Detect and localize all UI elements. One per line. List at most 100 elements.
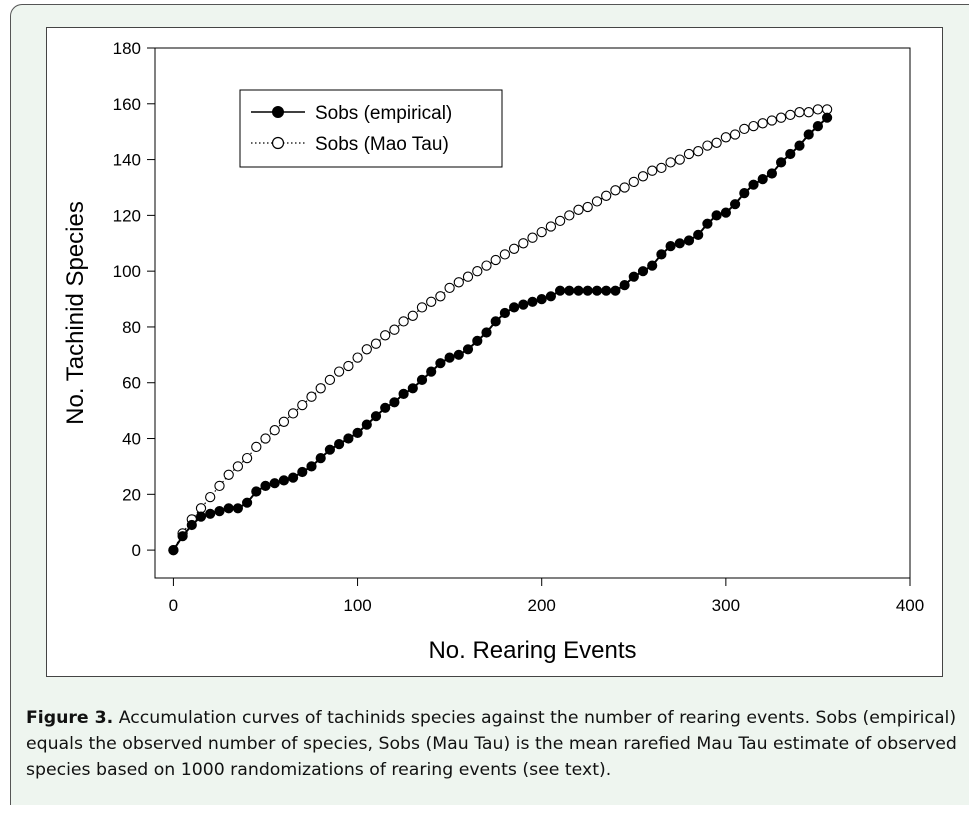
- data-point-empirical: [324, 444, 335, 455]
- figure-box: 0 100 200 300 400 0 20 40 60 80 100 120 140 160 180 N…: [46, 27, 943, 677]
- data-point-empirical: [334, 439, 345, 450]
- data-point-empirical: [527, 296, 538, 307]
- data-point-mao-tau: [407, 310, 418, 321]
- legend-box: [239, 89, 503, 168]
- data-point-empirical: [509, 302, 520, 313]
- data-point-empirical: [785, 148, 796, 160]
- data-point-empirical: [637, 266, 649, 277]
- data-point-mao-tau: [757, 118, 768, 129]
- data-point-mao-tau: [775, 112, 787, 123]
- data-point-empirical: [739, 188, 750, 199]
- legend-label-mao-tau: Sobs (Mao Tau): [315, 134, 449, 155]
- data-point-mao-tau: [260, 433, 271, 444]
- data-point-mao-tau: [416, 302, 428, 313]
- data-point-mao-tau: [591, 196, 603, 207]
- figure-caption: Figure 3. Accumulation curves of tachini…: [26, 705, 961, 783]
- y-tick-label: 20: [122, 485, 141, 504]
- data-point-mao-tau: [251, 441, 262, 453]
- data-point-mao-tau: [499, 249, 511, 260]
- data-point-empirical: [573, 285, 584, 296]
- data-point-empirical: [177, 531, 188, 542]
- data-point-empirical: [554, 285, 566, 296]
- x-tick-label: 0: [169, 596, 178, 615]
- legend-item-mao-tau: Sobs (Mao Tau): [251, 134, 449, 155]
- data-point-empirical: [352, 427, 363, 438]
- data-point-mao-tau: [508, 243, 520, 254]
- data-point-empirical: [278, 475, 289, 486]
- data-point-mao-tau: [729, 129, 741, 140]
- data-point-mao-tau: [564, 210, 575, 221]
- data-point-mao-tau: [656, 162, 667, 174]
- data-point-mao-tau: [748, 120, 759, 132]
- data-point-mao-tau: [665, 157, 676, 168]
- x-tick-label: 200: [528, 596, 556, 615]
- data-point-mao-tau: [205, 491, 216, 503]
- data-point-empirical: [242, 497, 253, 508]
- data-point-empirical: [812, 121, 824, 132]
- data-point-empirical: [490, 316, 501, 327]
- x-axis: 0 100 200 300 400: [169, 578, 924, 615]
- data-point-mao-tau: [628, 176, 639, 188]
- data-point-mao-tau: [554, 215, 566, 227]
- data-point-mao-tau: [361, 344, 372, 355]
- data-point-empirical: [628, 271, 639, 282]
- data-point-mao-tau: [573, 204, 584, 215]
- data-point-mao-tau: [462, 271, 474, 282]
- data-point-empirical: [518, 299, 529, 310]
- data-point-mao-tau: [794, 107, 805, 118]
- data-point-empirical: [582, 285, 593, 296]
- y-tick-label: 0: [132, 541, 141, 560]
- data-point-empirical: [426, 366, 437, 377]
- x-tick-label: 400: [896, 596, 924, 615]
- data-point-empirical: [803, 129, 814, 140]
- data-point-empirical: [168, 545, 179, 556]
- data-point-mao-tau: [545, 221, 557, 232]
- data-point-mao-tau: [444, 282, 455, 294]
- data-point-empirical: [794, 140, 805, 151]
- data-point-mao-tau: [380, 330, 391, 341]
- data-point-empirical: [545, 291, 556, 302]
- data-point-empirical: [195, 511, 207, 522]
- data-point-empirical: [591, 285, 603, 296]
- data-point-empirical: [416, 374, 428, 385]
- series-mao-tau: [168, 104, 833, 556]
- data-point-mao-tau: [720, 132, 732, 143]
- data-point-mao-tau: [527, 232, 538, 243]
- data-point-empirical: [647, 260, 658, 271]
- data-point-empirical: [205, 508, 216, 519]
- data-point-empirical: [297, 466, 308, 478]
- figure-caption-label: Figure 3.: [26, 708, 114, 728]
- data-point-empirical: [757, 174, 768, 185]
- y-tick-label: 120: [113, 206, 141, 225]
- data-point-mao-tau: [683, 148, 695, 160]
- x-tick-label: 100: [343, 596, 371, 615]
- data-point-empirical: [444, 352, 455, 363]
- data-point-mao-tau: [223, 469, 234, 480]
- data-point-mao-tau: [324, 374, 336, 386]
- data-point-empirical: [693, 229, 704, 240]
- legend-item-empirical: Sobs (empirical): [251, 103, 452, 124]
- data-point-empirical: [702, 218, 713, 229]
- data-point-empirical: [407, 383, 418, 394]
- data-point-mao-tau: [601, 190, 612, 201]
- y-axis-label: No. Tachinid Species: [62, 201, 89, 425]
- data-point-empirical: [398, 388, 409, 399]
- y-axis: 0 20 40 60 80 100 120 140 160 180: [113, 39, 155, 560]
- legend-marker-filled-circle: [272, 106, 284, 118]
- data-point-mao-tau: [619, 182, 630, 193]
- x-tick-label: 300: [712, 596, 740, 615]
- data-point-mao-tau: [453, 277, 464, 288]
- data-point-empirical: [251, 486, 262, 497]
- data-point-mao-tau: [803, 107, 814, 118]
- data-point-mao-tau: [702, 140, 713, 151]
- data-point-empirical: [288, 472, 299, 483]
- data-point-empirical: [766, 168, 778, 179]
- data-point-empirical: [720, 207, 732, 218]
- legend-label-empirical: Sobs (empirical): [315, 103, 452, 124]
- data-point-mao-tau: [287, 408, 299, 419]
- legend-marker-open-circle: [271, 136, 285, 150]
- data-point-empirical: [610, 285, 621, 296]
- data-point-mao-tau: [278, 416, 290, 427]
- data-point-empirical: [564, 285, 575, 296]
- data-point-mao-tau: [306, 391, 317, 402]
